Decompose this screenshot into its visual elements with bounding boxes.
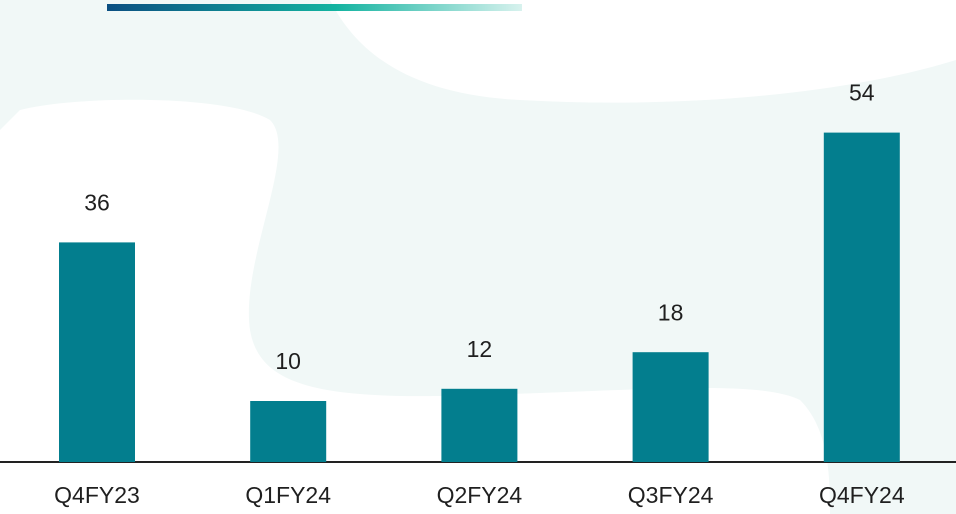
x-tick-label: Q4FY23: [54, 482, 140, 508]
bar: [823, 132, 900, 462]
x-tick-label: Q3FY24: [628, 482, 714, 508]
value-label: 54: [849, 80, 875, 106]
bar: [441, 388, 518, 462]
bar: [250, 401, 327, 462]
bar: [59, 242, 135, 462]
value-label: 36: [84, 189, 110, 215]
value-label: 10: [275, 348, 301, 374]
bar: [632, 352, 709, 462]
background-blob: [0, 99, 830, 514]
background-blob: [850, 395, 956, 514]
x-tick-label: Q1FY24: [245, 482, 331, 508]
header-accent: [107, 4, 522, 11]
value-label: 12: [467, 336, 493, 362]
x-tick-label: Q4FY24: [819, 482, 905, 508]
x-tick-label: Q2FY24: [437, 482, 523, 508]
value-label: 18: [658, 299, 684, 325]
